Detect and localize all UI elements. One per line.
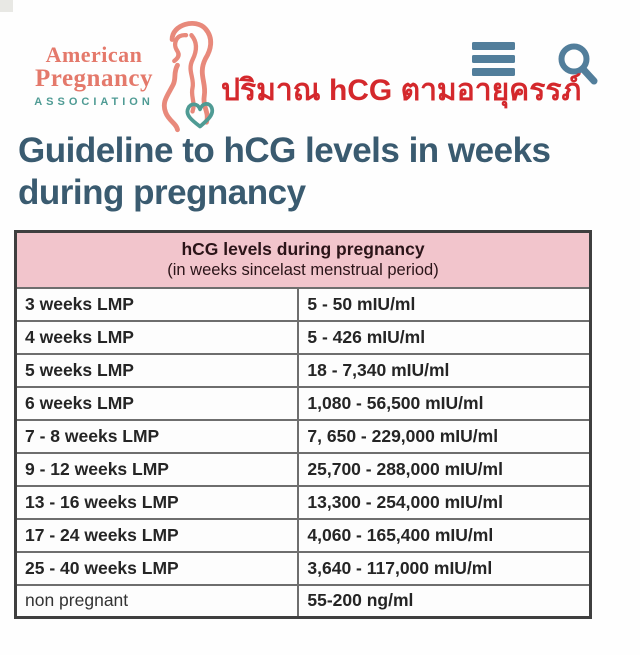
menu-bar [472, 42, 515, 50]
row-label: 3 weeks LMP [14, 286, 300, 322]
row-label: non pregnant [14, 583, 300, 619]
menu-bar [472, 68, 515, 76]
table-row: 7 - 8 weeks LMP 7, 650 - 229,000 mIU/ml [14, 418, 592, 454]
row-label: 25 - 40 weeks LMP [14, 550, 300, 586]
table-row: 17 - 24 weeks LMP 4,060 - 165,400 mIU/ml [14, 517, 592, 553]
corner-artifact [0, 0, 13, 12]
menu-bar [472, 55, 515, 63]
table-title: hCG levels during pregnancy [181, 238, 425, 259]
table-row: 5 weeks LMP 18 - 7,340 mIU/ml [14, 352, 592, 388]
row-value: 1,080 - 56,500 mIU/ml [297, 385, 592, 421]
table-subtitle: (in weeks sincelast menstrual period) [167, 261, 439, 280]
row-value: 7, 650 - 229,000 mIU/ml [297, 418, 592, 454]
table-row: 3 weeks LMP 5 - 50 mIU/ml [14, 286, 592, 322]
row-label: 9 - 12 weeks LMP [14, 451, 300, 487]
row-value: 4,060 - 165,400 mIU/ml [297, 517, 592, 553]
menu-icon[interactable] [472, 42, 515, 76]
table-row: 6 weeks LMP 1,080 - 56,500 mIU/ml [14, 385, 592, 421]
row-label: 4 weeks LMP [14, 319, 300, 355]
thai-subtitle: ปริมาณ hCG ตามอายุครรภ์ [221, 74, 582, 107]
table-row: 13 - 16 weeks LMP 13,300 - 254,000 mIU/ml [14, 484, 592, 520]
hcg-levels-table: hCG levels during pregnancy (in weeks si… [14, 230, 592, 619]
row-value: 55-200 ng/ml [297, 583, 592, 619]
hcg-table-body: 3 weeks LMP 5 - 50 mIU/ml 4 weeks LMP 5 - 4… [14, 286, 592, 619]
search-icon[interactable] [556, 42, 600, 88]
table-row: 9 - 12 weeks LMP 25,700 - 288,000 mIU/ml [14, 451, 592, 487]
table-header-cell: hCG levels during pregnancy (in weeks si… [14, 230, 592, 289]
table-row: 25 - 40 weeks LMP 3,640 - 117,000 mIU/ml [14, 550, 592, 586]
row-value: 3,640 - 117,000 mIU/ml [297, 550, 592, 586]
logo-word-american: American [45, 42, 143, 67]
row-label: 5 weeks LMP [14, 352, 300, 388]
row-label: 13 - 16 weeks LMP [14, 484, 300, 520]
row-label: 7 - 8 weeks LMP [14, 418, 300, 454]
logo-word-association: ASSOCIATION [34, 96, 154, 109]
logo-word-pregnancy: Pregnancy [35, 65, 153, 92]
table-header-row: hCG levels during pregnancy (in weeks si… [14, 230, 592, 289]
page-title: Guideline to hCG levels in weeks during … [18, 131, 551, 212]
row-value: 25,700 - 288,000 mIU/ml [297, 451, 592, 487]
row-value: 13,300 - 254,000 mIU/ml [297, 484, 592, 520]
table-row: 4 weeks LMP 5 - 426 mIU/ml [14, 319, 592, 355]
row-value: 18 - 7,340 mIU/ml [297, 352, 592, 388]
logo-text: American Pregnancy ASSOCIATION [24, 42, 164, 109]
pregnant-woman-illustration-icon [142, 18, 228, 139]
row-value: 5 - 426 mIU/ml [297, 319, 592, 355]
table-row: non pregnant 55-200 ng/ml [14, 583, 592, 619]
row-value: 5 - 50 mIU/ml [297, 286, 592, 322]
row-label: 17 - 24 weeks LMP [14, 517, 300, 553]
american-pregnancy-logo[interactable]: American Pregnancy ASSOCIATION [24, 21, 224, 133]
row-label: 6 weeks LMP [14, 385, 300, 421]
